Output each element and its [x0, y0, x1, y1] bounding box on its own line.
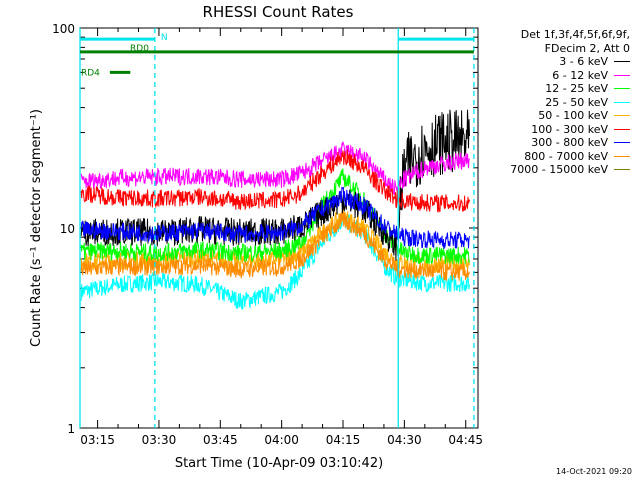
legend-label: 800 - 7000 keV: [524, 149, 608, 163]
x-tick-label: 04:00: [264, 433, 299, 447]
series-line: [80, 210, 470, 281]
legend-entry: 800 - 7000 keV: [478, 150, 630, 164]
legend-header-detectors: Det 1f,3f,4f,5f,6f,9f,: [520, 28, 630, 41]
legend-swatch: [614, 101, 630, 103]
legend-swatch: [614, 128, 630, 130]
flag-annotation: N: [161, 33, 168, 43]
legend-swatch: [614, 115, 630, 117]
x-tick-label: 04:30: [387, 433, 422, 447]
legend-swatch: [614, 88, 630, 90]
legend-label: 25 - 50 keV: [545, 95, 608, 109]
legend-swatch: [614, 74, 630, 76]
legend-label: 300 - 800 keV: [531, 136, 608, 149]
legend-entry: 12 - 25 keV: [478, 82, 630, 96]
legend-swatch: [614, 142, 630, 144]
legend-header-decimation: FDecim 2, Att 0: [544, 41, 630, 55]
series-line: [80, 208, 470, 274]
legend-label: 7000 - 15000 keV: [510, 163, 608, 176]
y-tick-label: 1: [67, 422, 75, 436]
y-tick-label: 10: [60, 222, 75, 236]
chart-legend: Det 1f,3f,4f,5f,6f,9f, FDecim 2, Att 0 3…: [478, 28, 630, 177]
flag-annotation: RD0: [130, 44, 149, 54]
legend-label: 3 - 6 keV: [559, 55, 608, 68]
legend-swatch: [614, 169, 630, 171]
legend-entry: 6 - 12 keV: [478, 69, 630, 83]
legend-label: 50 - 100 keV: [538, 109, 608, 122]
series-line: [80, 168, 470, 265]
legend-entry: 7000 - 15000 keV: [478, 163, 630, 177]
legend-label: 12 - 25 keV: [545, 82, 608, 95]
legend-swatch: [614, 155, 630, 157]
y-axis-label: Count Rate (s⁻¹ detector segment⁻¹): [29, 109, 44, 347]
legend-entry: 50 - 100 keV: [478, 109, 630, 123]
x-tick-label: 04:45: [448, 433, 483, 447]
y-tick-label: 100: [52, 22, 75, 36]
legend-entry: 300 - 800 keV: [478, 136, 630, 150]
chart-title: RHESSI Count Rates: [203, 3, 354, 21]
series-line: [80, 149, 470, 213]
flag-annotation: RD4: [81, 68, 100, 78]
legend-label: 100 - 300 keV: [531, 122, 608, 136]
x-tick-label: 03:15: [80, 433, 115, 447]
series-line: [80, 186, 470, 250]
x-axis-label: Start Time (10-Apr-09 03:10:42): [175, 456, 383, 471]
x-tick-label: 03:45: [203, 433, 238, 447]
legend-label: 6 - 12 keV: [552, 68, 608, 82]
series-line: [80, 141, 470, 196]
legend-swatch: [614, 61, 630, 63]
legend-entry: 25 - 50 keV: [478, 96, 630, 110]
legend-entry: 3 - 6 keV: [478, 55, 630, 69]
x-tick-label: 03:30: [142, 433, 177, 447]
footer-timestamp: 14-Oct-2021 09:20: [556, 467, 632, 476]
legend-entry: 100 - 300 keV: [478, 123, 630, 137]
x-tick-label: 04:15: [326, 433, 361, 447]
